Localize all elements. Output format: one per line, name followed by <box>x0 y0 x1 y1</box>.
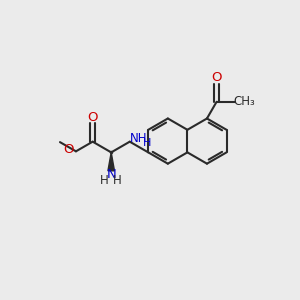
Text: H: H <box>113 174 122 187</box>
Text: H: H <box>100 174 109 187</box>
Polygon shape <box>108 152 115 171</box>
Text: NH: NH <box>130 132 148 145</box>
Text: N: N <box>106 169 116 182</box>
Text: CH₃: CH₃ <box>233 95 255 108</box>
Text: H: H <box>143 138 152 148</box>
Text: O: O <box>212 71 222 85</box>
Text: O: O <box>64 143 74 156</box>
Text: O: O <box>87 111 98 124</box>
